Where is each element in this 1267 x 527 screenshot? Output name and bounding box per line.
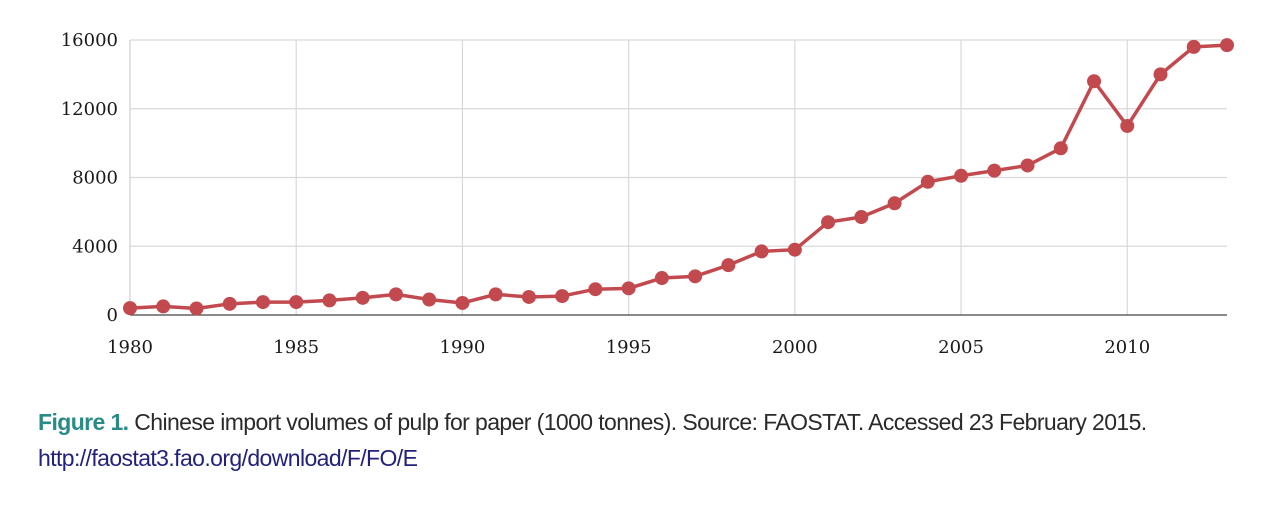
data-point [721,258,736,273]
data-point [455,295,470,310]
y-tick-label: 0 [107,305,118,326]
data-point [422,292,437,307]
x-tick-label: 1995 [606,337,652,358]
data-point [588,282,603,297]
data-point [322,293,337,308]
data-point [289,295,304,310]
data-point [255,295,270,310]
data-point [355,290,370,305]
x-tick-label: 2005 [938,337,984,358]
data-point [1020,158,1035,173]
data-point [1120,118,1135,133]
chart-axes [129,40,1227,316]
data-point [954,168,969,183]
chart-tick-labels: 0 4000 8000 12000 16000 1980 1985 1990 1995 2000 2… [61,30,1150,358]
data-point [987,163,1002,178]
chart-series [123,38,1234,316]
series-line [129,43,1228,311]
data-point [123,301,137,316]
x-tick-label: 1990 [440,337,486,358]
data-point [887,196,902,211]
chart-grid [130,39,1227,315]
data-point [754,244,769,259]
x-tick-label: 2000 [772,337,818,358]
data-point [621,281,636,296]
x-tick-label: 1980 [107,337,153,358]
data-point [688,269,703,284]
data-point [156,299,171,314]
data-point [654,271,669,286]
data-point [222,296,237,311]
data-point [920,174,935,189]
data-point [1053,141,1068,156]
data-point [854,210,869,225]
figure-label: Figure 1. [38,409,129,435]
data-point [1220,38,1234,53]
data-point [1186,39,1201,54]
line-chart: 0 4000 8000 12000 16000 1980 1985 1990 1995 2000 2… [61,30,1234,358]
data-point [821,215,836,230]
x-tick-label: 1985 [273,337,319,358]
figure-caption: Figure 1. Chinese import volumes of pulp… [38,404,1258,476]
y-tick-label: 4000 [72,236,118,257]
data-point [388,287,403,302]
data-point [787,242,802,257]
data-point [488,287,503,302]
data-point [189,301,204,316]
data-point [521,289,536,304]
caption-text: Chinese import volumes of pulp for paper… [128,409,1147,435]
source-url: http://faostat3.fao.org/download/F/FO/E [38,445,418,471]
data-point [1153,67,1168,82]
data-point [555,289,570,304]
y-tick-label: 12000 [61,99,118,120]
x-tick-label: 2010 [1104,337,1150,358]
y-tick-label: 8000 [72,168,118,189]
data-point [1087,74,1102,89]
y-tick-label: 16000 [61,30,118,51]
